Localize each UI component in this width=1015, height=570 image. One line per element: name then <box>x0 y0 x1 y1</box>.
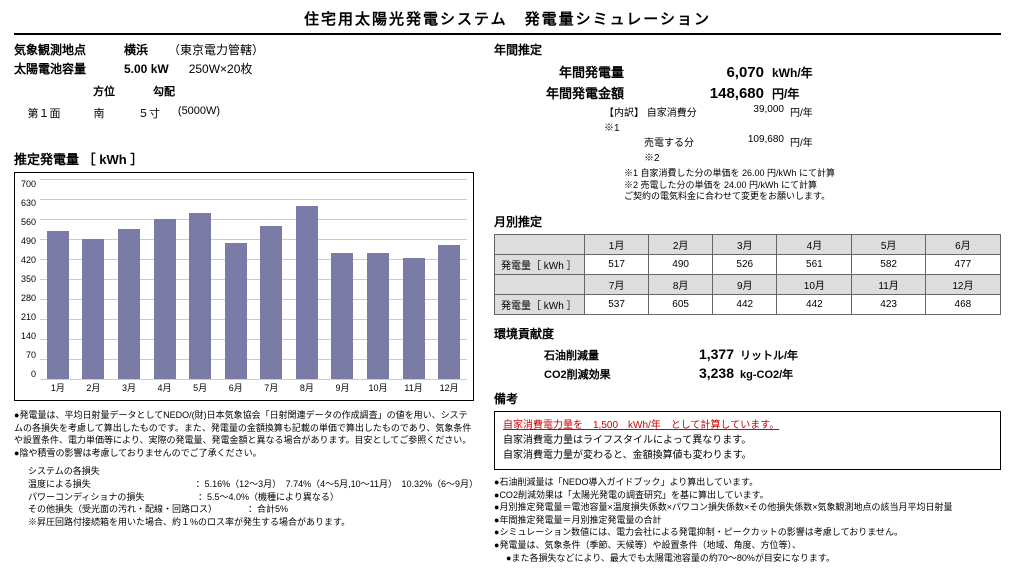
loss-3-value: ：合計5% <box>248 503 288 516</box>
annual-gen-unit: kWh/年 <box>772 64 813 81</box>
chart-title: 推定発電量 ［ kWh ］ <box>14 149 474 168</box>
bar <box>47 231 69 379</box>
note-2: 陰や積雪の影響は考慮しておりませんのでご了承ください。 <box>14 447 474 460</box>
face-name: 第１面 <box>14 105 74 121</box>
annual-amt-value: 148,680 <box>654 85 764 102</box>
bd2-value: 109,680 <box>714 134 784 164</box>
capacity-label: 太陽電池容量 <box>14 60 104 77</box>
capacity-value: 5.00 kW <box>124 62 169 76</box>
remarks-highlight: 自家消費電力量を 1,500 kWh/年 として計算しています。 <box>503 418 992 433</box>
env-title: 環境貢献度 <box>494 325 1001 342</box>
loss-4: ※昇圧回路付接続箱を用いた場合、約１%のロス率が発生する場合があります。 <box>28 516 474 529</box>
remarks-box: 自家消費電力量を 1,500 kWh/年 として計算しています。 自家消費電力量… <box>494 411 1001 470</box>
table-row-label: 発電量［ kWh ］ <box>495 255 585 275</box>
bar <box>82 239 104 379</box>
location-value: 横浜 <box>124 41 148 58</box>
annual-title: 年間推定 <box>494 41 1001 58</box>
bar <box>403 258 425 379</box>
loss-3-label: その他損失（受光面の汚れ・配線・回路ロス） <box>28 503 248 516</box>
loss-title: システムの各損失 <box>28 465 474 478</box>
dir-header: 方位 <box>74 83 134 99</box>
oil-label: 石油削減量 <box>544 347 644 363</box>
breakdown-title: 【内訳】 <box>604 108 644 119</box>
bd2-unit: 円/年 <box>790 134 813 164</box>
bd1-unit: 円/年 <box>790 104 813 134</box>
bar <box>225 243 247 379</box>
co2-value: 3,238 <box>644 365 734 381</box>
loss-2-label: パワーコンディショナの損失 <box>28 491 198 504</box>
bar-chart: 700630560490420350280210140700 1月2月3月4月5… <box>14 172 474 401</box>
oil-value: 1,377 <box>644 346 734 362</box>
co2-label: CO2削減効果 <box>544 366 644 382</box>
loss-2-value: ：5.5～4.0%（機種により異なる） <box>198 491 339 504</box>
slope-header: 勾配 <box>134 83 194 99</box>
fine-print: ※1 自家消費した分の単価を 26.00 円/kWh にて計算※2 売電した分の… <box>624 168 1001 203</box>
bar <box>260 226 282 379</box>
remarks-1: 自家消費電力量はライフスタイルによって異なります。 <box>503 433 992 448</box>
monthly-title: 月別推定 <box>494 213 1001 230</box>
right-notes: 石油削減量は「NEDO導入ガイドブック」より算出しています。 CO2削減効果は「… <box>494 476 1001 564</box>
bar <box>189 213 211 379</box>
left-notes: 発電量は、平均日射量データとしてNEDO/(財)日本気象協会「日射関連データの作… <box>14 409 474 528</box>
annual-gen-label: 年間発電量 <box>494 62 624 81</box>
note-1: 発電量は、平均日射量データとしてNEDO/(財)日本気象協会「日射関連データの作… <box>14 409 474 447</box>
remarks-2: 自家消費電力量が変わると、金額換算値も変わります。 <box>503 448 992 463</box>
monthly-table: 1月2月3月4月5月6月 発電量［ kWh ］51749052656158247… <box>494 234 1001 315</box>
annual-amt-label: 年間発電金額 <box>494 83 624 102</box>
annual-gen-value: 6,070 <box>654 64 764 81</box>
table-row-label: 発電量［ kWh ］ <box>495 295 585 315</box>
annual-amt-unit: 円/年 <box>772 85 799 102</box>
location-sub: （東京電力管轄） <box>168 41 264 58</box>
loss-1-label: 温度による損失 <box>28 478 196 491</box>
left-column: 気象観測地点 横浜 （東京電力管轄） 太陽電池容量 5.00 kW 250W×20枚 方… <box>14 41 474 564</box>
oil-unit: リットル/年 <box>740 347 798 363</box>
face-watt: (5000W) <box>174 105 224 121</box>
location-label: 気象観測地点 <box>14 41 104 58</box>
bar <box>331 253 353 379</box>
face-dir: 南 <box>74 105 124 121</box>
right-column: 年間推定 年間発電量 6,070 kWh/年 年間発電金額 148,680 円/年 【内… <box>494 41 1001 564</box>
face-slope: ５寸 <box>124 105 174 121</box>
bar <box>296 206 318 379</box>
bar <box>154 219 176 379</box>
page-title: 住宅用太陽光発電システム 発電量シミュレーション <box>14 8 1001 35</box>
bar <box>438 245 460 379</box>
bd2-label: 売電する分 ※2 <box>604 134 714 164</box>
capacity-sub: 250W×20枚 <box>189 60 253 77</box>
bar <box>118 229 140 379</box>
bar <box>367 253 389 379</box>
co2-unit: kg-CO2/年 <box>740 366 793 382</box>
remarks-title: 備考 <box>494 390 1001 407</box>
bd1-value: 39,000 <box>714 104 784 134</box>
loss-1-value: ：5.16%（12～3月） 7.74%（4～5月,10～11月） 10.32%（… <box>196 478 474 491</box>
